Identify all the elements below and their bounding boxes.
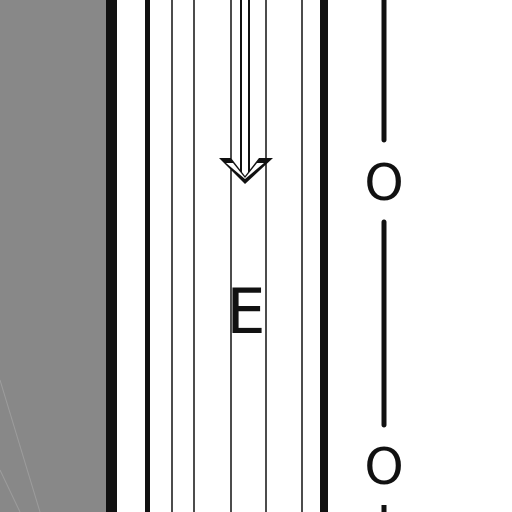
shaded-region bbox=[0, 0, 107, 512]
shaded-diagonal-line-a bbox=[0, 379, 41, 512]
stair-line-outer-left bbox=[145, 0, 150, 512]
wall-line-thick-left bbox=[106, 0, 117, 512]
label-o-upper: O bbox=[364, 154, 403, 212]
arrow-down-icon bbox=[219, 0, 273, 184]
shaded-diagonal-line-b bbox=[0, 469, 21, 512]
stair-line-outer-right bbox=[320, 0, 328, 512]
label-o-lower: O bbox=[364, 438, 403, 496]
label-e: E bbox=[226, 275, 265, 348]
